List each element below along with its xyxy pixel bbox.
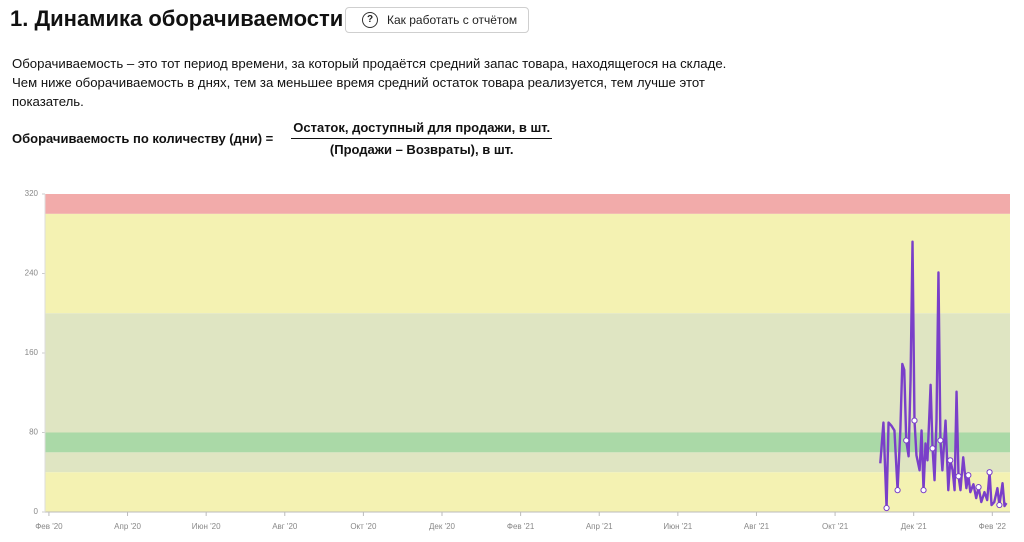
point-marker [929,445,936,452]
point-marker [996,501,1003,509]
zone-band [45,432,1010,453]
y-tick-label: 0 [34,507,39,516]
y-tick-label: 240 [25,269,39,278]
point-marker [894,487,901,494]
numerator: Остаток, доступный для продажи, в шт. [291,120,553,139]
help-label: Как работать с отчётом [387,13,518,27]
x-tick-label: Фев '22 [979,522,1007,531]
help-button[interactable]: ? Как работать с отчётом [345,7,529,33]
point-marker [920,487,927,494]
x-tick-label: Авг '20 [272,522,298,531]
help-icon: ? [362,12,378,28]
y-tick-label: 160 [25,348,39,357]
x-tick-label: Фев '21 [507,522,535,531]
x-tick-label: Дек '20 [429,522,456,531]
fraction: Остаток, доступный для продажи, в шт. (П… [291,120,553,157]
description: Оборачиваемость – это тот период времени… [12,56,727,109]
x-tick-label: Окт '20 [350,522,377,531]
formula: Оборачиваемость по количеству (дни) = Ос… [12,120,553,157]
line [879,240,1008,510]
zone-band [45,213,1010,314]
formula-left: Оборачиваемость по количеству (дни) = [12,131,274,146]
y-tick-label: 80 [29,428,38,437]
zone-band [45,194,1010,214]
zone-band [45,472,1010,512]
point-marker [965,472,972,479]
point-marker [903,437,910,444]
point-marker [911,417,918,424]
zone-band [45,313,1010,433]
point-marker [975,484,982,491]
zone-band [45,452,1010,473]
point-marker [955,473,962,480]
point-marker [883,504,890,512]
point-marker [947,457,954,464]
x-tick-label: Июн '21 [663,522,692,531]
point-marker [986,469,993,476]
denominator: (Продажи – Возвраты), в шт. [329,142,514,157]
x-tick-label: Апр '20 [114,522,141,531]
chart: 0 80 160 240 320 Фев '20 Апр '20 Июн '20 Авг '20… [25,189,1010,531]
x-tick-label: Окт '21 [822,522,849,531]
x-tick-label: Дек '21 [901,522,928,531]
x-tick-label: Июн '20 [192,522,221,531]
x-tick-label: Апр '21 [586,522,613,531]
x-tick-label: Авг '21 [744,522,770,531]
x-tick-label: Фев '20 [35,522,63,531]
point-marker [937,437,944,444]
y-tick-label: 320 [25,189,39,198]
page-title: 1. Динамика оборачиваемости [10,6,344,31]
